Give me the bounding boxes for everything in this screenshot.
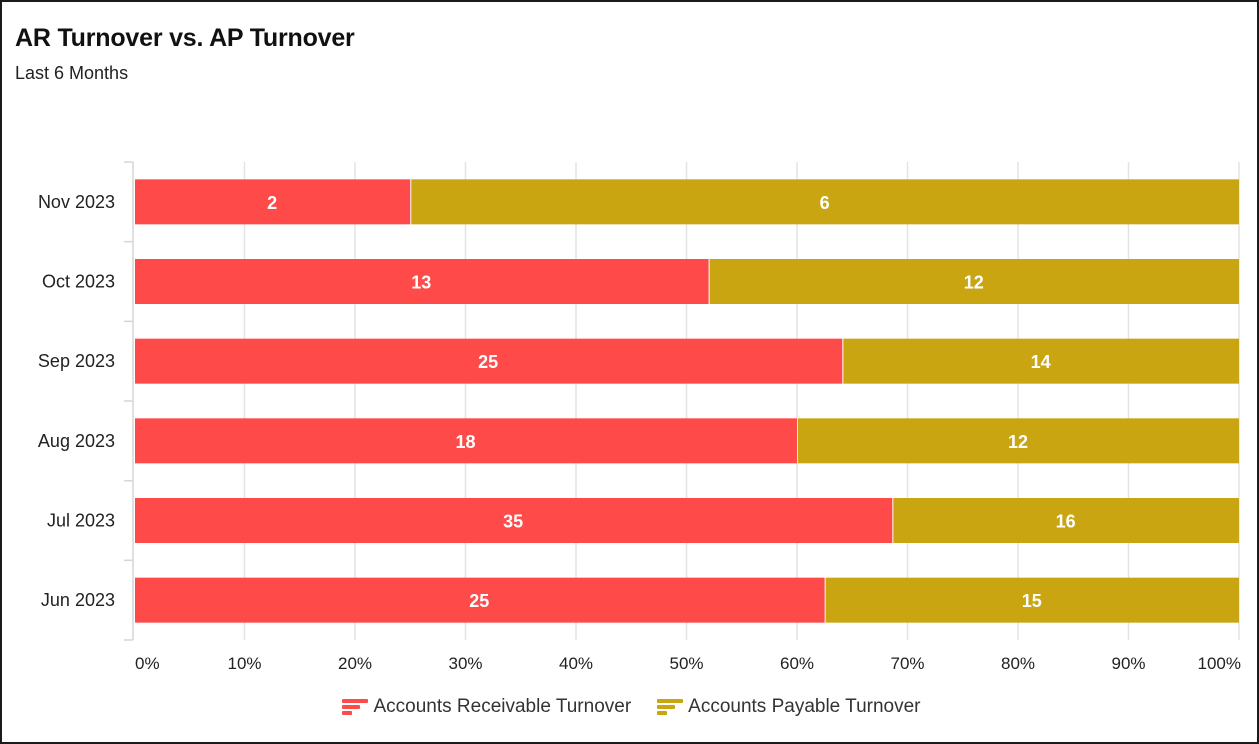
bar-payable (893, 498, 1239, 543)
bar-payable (411, 179, 1239, 225)
legend: Accounts Receivable Turnover Accounts Pa… (2, 696, 1259, 718)
category-label: Nov 2023 (38, 192, 115, 212)
data-label: 6 (820, 193, 830, 213)
category-label: Aug 2023 (38, 431, 115, 451)
y-axis (124, 161, 134, 641)
x-tick-label: 50% (669, 654, 703, 673)
x-tick-label: 40% (559, 654, 593, 673)
bar-payable (843, 338, 1239, 384)
bar-receivable (135, 338, 843, 384)
bar-payable (798, 418, 1239, 464)
data-label: 2 (267, 193, 277, 213)
category-label: Jul 2023 (47, 511, 115, 531)
bar-payable (709, 259, 1239, 304)
category-label: Jun 2023 (41, 590, 115, 610)
x-tick-label: 70% (890, 654, 924, 673)
data-label: 14 (1031, 352, 1051, 372)
category-label: Oct 2023 (42, 272, 115, 292)
bar-payable (825, 577, 1239, 623)
x-tick-label: 80% (1001, 654, 1035, 673)
data-label: 12 (1008, 432, 1028, 452)
bar-receivable (135, 498, 893, 543)
data-label: 18 (455, 432, 475, 452)
x-tick-label: 60% (780, 654, 814, 673)
x-tick-label: 20% (338, 654, 372, 673)
data-label: 12 (964, 273, 984, 293)
labels: 0% 10% 20% 30% 40% 50% 60% 70% 80% 90% 100% Nov 202… (38, 192, 1241, 673)
data-label: 16 (1056, 512, 1076, 532)
grid-lines (243, 162, 1240, 640)
legend-item-payable[interactable]: Accounts Payable Turnover (657, 696, 921, 718)
bar-receivable (135, 577, 825, 623)
bar-receivable (135, 259, 709, 304)
bar-receivable (135, 179, 411, 225)
bar-series (135, 179, 1239, 623)
x-tick-label: 100% (1198, 654, 1241, 673)
x-tick-label: 10% (227, 654, 261, 673)
x-tick-label: 30% (448, 654, 482, 673)
chart-title: AR Turnover vs. AP Turnover (15, 24, 355, 52)
chart-subtitle: Last 6 Months (15, 63, 129, 83)
bar-series-icon (342, 697, 369, 717)
data-label: 25 (469, 591, 489, 611)
data-label: 35 (503, 512, 523, 532)
bar-series-icon (657, 697, 684, 717)
x-tick-label: 90% (1111, 654, 1145, 673)
legend-label-receivable: Accounts Receivable Turnover (373, 696, 632, 717)
legend-label-payable: Accounts Payable Turnover (688, 696, 921, 717)
category-label: Sep 2023 (38, 351, 115, 371)
x-tick-label: 0% (135, 654, 160, 673)
data-label: 13 (411, 273, 431, 293)
data-label: 15 (1022, 591, 1042, 611)
data-label: 25 (478, 352, 498, 372)
legend-item-receivable[interactable]: Accounts Receivable Turnover (342, 696, 631, 718)
bar-receivable (135, 418, 797, 464)
